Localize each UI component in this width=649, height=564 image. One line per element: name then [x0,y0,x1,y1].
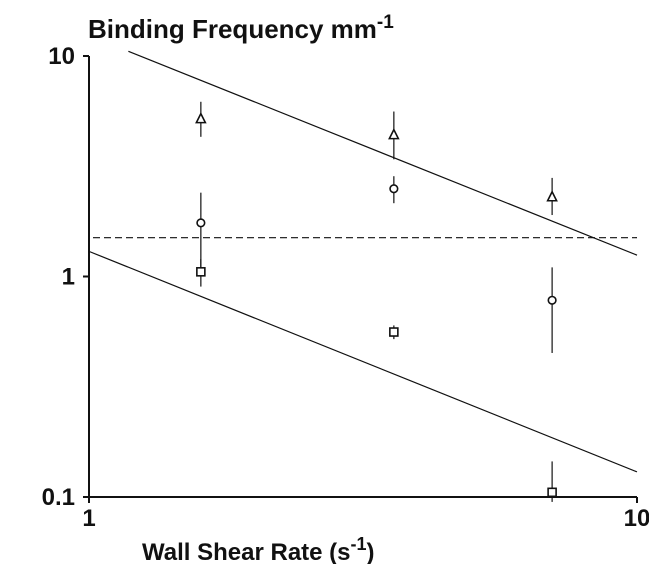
circle-marker [389,184,399,194]
square-marker [547,487,557,498]
chart-title: Binding Frequency mm-1 [88,12,394,44]
axis-ticks: 10 1 0.1 1 10 [42,43,649,532]
square-marker [389,327,399,337]
circle-marker [547,295,557,305]
trend-line [128,50,638,256]
data-points [195,101,558,502]
triangle-marker [388,127,400,140]
triangle-marker [546,189,558,202]
trend-line [88,250,638,473]
triangle-marker [195,111,207,124]
x-tick-label: 10 [624,505,649,532]
y-tick-label: 0.1 [42,484,75,511]
square-marker [196,267,206,277]
x-tick-label: 1 [82,505,95,532]
x-axis-label: Wall Shear Rate (s-1) [142,534,375,564]
y-tick-label: 10 [48,43,75,70]
reference-lines [88,50,638,473]
y-tick-label: 1 [62,264,75,291]
circle-marker [196,218,206,228]
